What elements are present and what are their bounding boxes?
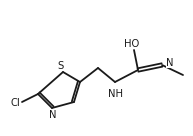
Text: HO: HO <box>124 39 140 49</box>
Text: NH: NH <box>108 89 124 99</box>
Text: S: S <box>58 61 64 71</box>
Text: N: N <box>166 58 174 68</box>
Text: Cl: Cl <box>10 98 20 108</box>
Text: N: N <box>49 110 57 120</box>
